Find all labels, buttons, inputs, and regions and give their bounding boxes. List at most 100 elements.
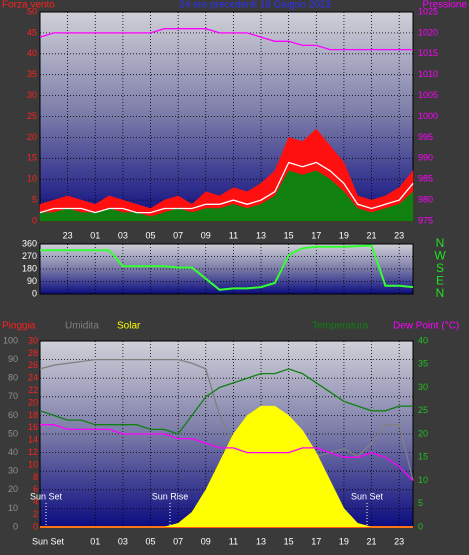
y-tick-label: 180	[22, 263, 37, 273]
y-tick-label: 0	[32, 288, 37, 298]
y3-tick-label: 4	[33, 497, 38, 507]
y-tick-label: 45	[27, 27, 37, 37]
x-tick-label: 19	[339, 230, 349, 240]
y2-tick-label: 35	[418, 359, 428, 369]
y2-tick-label: 10	[418, 475, 428, 485]
y3-tick-label: 26	[28, 360, 38, 370]
y-tick-label: 90	[27, 276, 37, 286]
y2-tick-label: E	[436, 274, 444, 288]
x-tick-label: 01	[90, 230, 100, 240]
y-tick-label: 50	[8, 428, 18, 438]
y3-tick-label: 22	[28, 385, 38, 395]
legend-label: Umidita	[65, 321, 99, 332]
series-line	[39, 358, 414, 481]
y-tick-label: 0	[32, 215, 37, 225]
y2-tick-label: 1015	[418, 48, 438, 58]
y3-tick-label: 10	[28, 459, 38, 469]
x-tick-label: 21	[367, 230, 377, 240]
y-tick-label: 90	[8, 354, 18, 364]
series-line	[40, 424, 414, 481]
x-tick-label: 09	[201, 536, 211, 546]
y2-tick-label: N	[436, 286, 445, 300]
x-tick-label: 07	[173, 230, 183, 240]
y-tick-label: 80	[8, 373, 18, 383]
annotation: Sun Set	[30, 491, 63, 501]
y3-tick-label: 20	[28, 397, 38, 407]
annotation: Sun Rise	[152, 491, 189, 501]
y2-tick-label: 1010	[418, 69, 438, 79]
y-tick-label: 50	[27, 6, 37, 16]
y3-tick-label: 14	[28, 435, 38, 445]
legend-label: Temperatura	[312, 321, 369, 332]
y3-tick-label: 2	[33, 509, 38, 519]
x-tick-label: 21	[367, 536, 377, 546]
y-tick-label: 5	[32, 194, 37, 204]
y3-tick-label: 28	[28, 348, 38, 358]
y2-tick-label: 990	[418, 153, 433, 163]
legend-label: Pioggia	[2, 321, 36, 332]
x-tick-label: 05	[146, 230, 156, 240]
x-tick-label: 03	[118, 536, 128, 546]
y2-tick-label: W	[434, 249, 446, 263]
y2-tick-label: 5	[418, 498, 423, 508]
y2-tick-label: 25	[418, 405, 428, 415]
legend-label: Dew Point (°C)	[393, 321, 459, 332]
y-tick-label: 30	[27, 90, 37, 100]
series-line	[40, 244, 414, 291]
y2-tick-label: 985	[418, 174, 433, 184]
y-tick-label: 35	[27, 69, 37, 79]
y2-tick-label: 1000	[418, 111, 438, 121]
x-tick-label: 11	[229, 536, 238, 546]
y-axis-label: Forza vento	[2, 0, 55, 11]
y-tick-label: 360	[22, 238, 37, 248]
chart-title: 24 ore precedenti 18 Giugno 2023	[179, 0, 331, 11]
y-tick-label: 60	[8, 410, 18, 420]
series-line	[39, 368, 413, 435]
y-tick-label: 0	[13, 521, 18, 531]
y-tick-label: 10	[27, 174, 37, 184]
y2-tick-label: 1005	[418, 90, 438, 100]
y2-tick-label: 30	[418, 382, 428, 392]
y-tick-label: 10	[8, 503, 18, 513]
y3-tick-label: 16	[28, 422, 38, 432]
y3-tick-label: 0	[33, 521, 38, 531]
y2-tick-label: 20	[418, 428, 428, 438]
y3-tick-label: 24	[28, 373, 38, 383]
x-tick-label: Sun Set	[32, 536, 65, 546]
x-tick-label: 17	[311, 230, 321, 240]
y2-tick-label: N	[436, 236, 445, 250]
y2-tick-label: 975	[418, 215, 433, 225]
y-tick-label: 100	[3, 335, 18, 345]
x-tick-label: 05	[146, 536, 156, 546]
y2-tick-label: 15	[418, 452, 428, 462]
y3-tick-label: 6	[33, 484, 38, 494]
x-tick-label: 19	[339, 536, 349, 546]
y-tick-label: 25	[27, 111, 37, 121]
y2-tick-label: 980	[418, 194, 433, 204]
x-tick-label: 01	[90, 536, 100, 546]
y2-axis-label: Pressione	[423, 0, 468, 11]
series-area	[40, 405, 413, 528]
x-tick-label: 03	[118, 230, 128, 240]
y3-tick-label: 18	[28, 410, 38, 420]
legend-label: Solar	[117, 321, 141, 332]
y2-tick-label: 40	[418, 335, 428, 345]
y-tick-label: 30	[8, 466, 18, 476]
x-tick-label: 13	[256, 536, 266, 546]
series-line	[39, 161, 414, 214]
y-tick-label: 15	[27, 153, 37, 163]
x-tick-label: 17	[311, 536, 321, 546]
y2-tick-label: 0	[418, 521, 423, 531]
y2-tick-label: 1025	[418, 6, 438, 16]
y3-tick-label: 30	[28, 335, 38, 345]
y3-tick-label: 8	[33, 472, 38, 482]
y3-tick-label: 12	[28, 447, 38, 457]
y-tick-label: 40	[27, 48, 37, 58]
x-tick-label: 15	[284, 536, 294, 546]
annotation: Sun Set	[351, 491, 384, 501]
x-tick-label: 11	[229, 230, 238, 240]
x-tick-label: 23	[394, 536, 404, 546]
x-tick-label: 07	[173, 536, 183, 546]
y-tick-label: 20	[8, 484, 18, 494]
